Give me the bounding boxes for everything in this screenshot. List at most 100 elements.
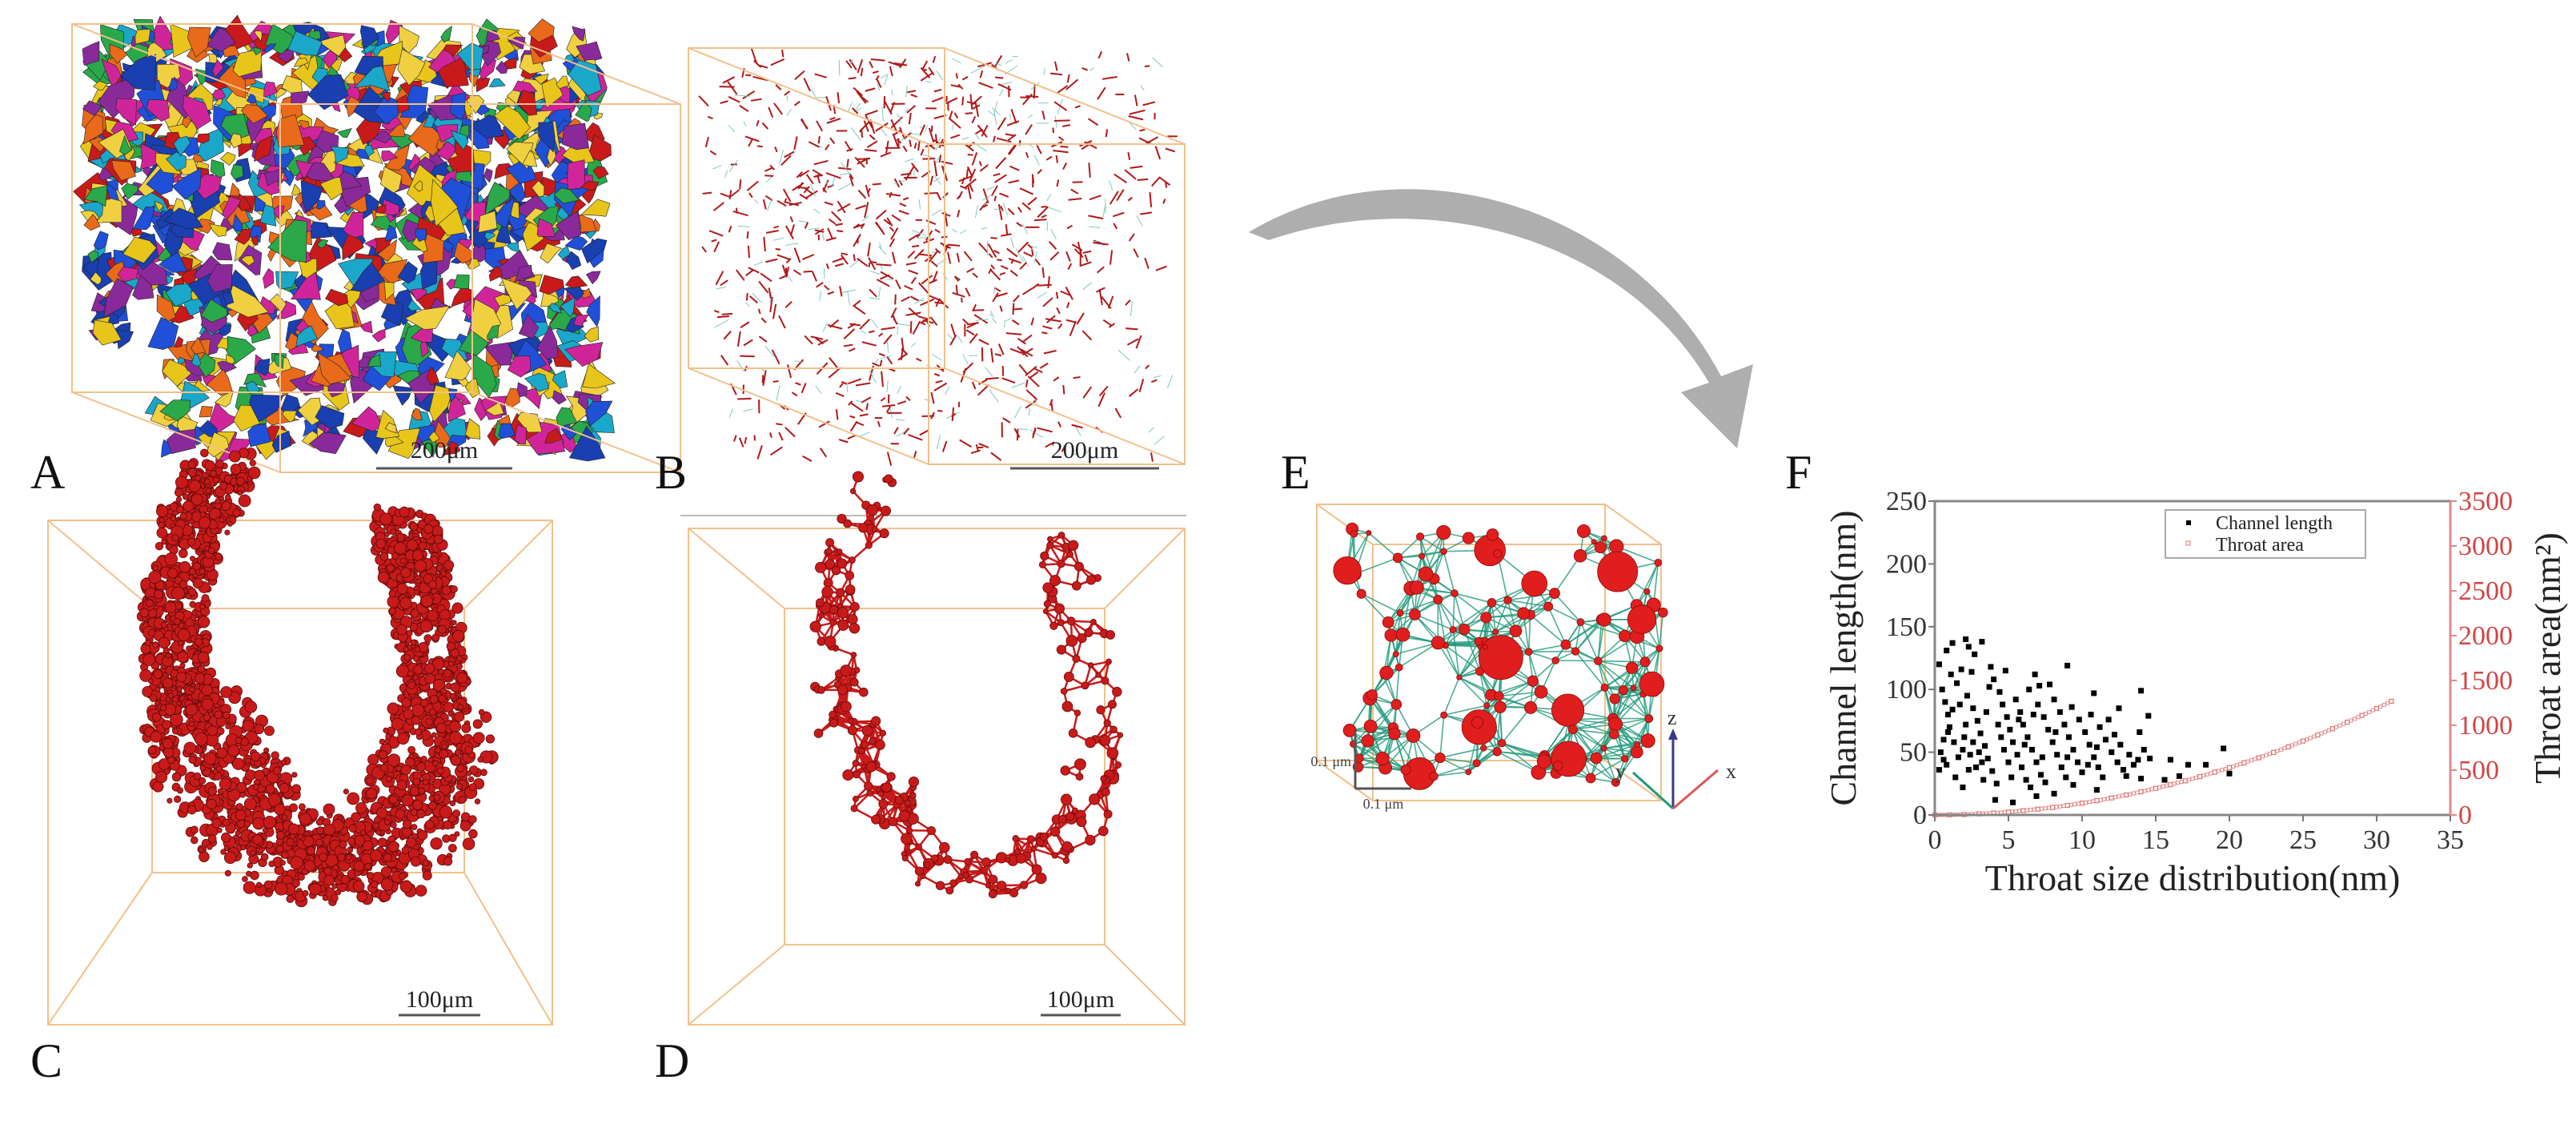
- skeleton-segment: [778, 315, 786, 329]
- skeleton-segment: [786, 95, 788, 102]
- pore-segment: [444, 350, 471, 381]
- skeleton-segment: [728, 95, 740, 103]
- skeleton-segment: [941, 160, 953, 165]
- skeleton-segment: [891, 89, 893, 96]
- skeleton-segment: [1145, 364, 1150, 370]
- skeleton-segment: [802, 254, 815, 260]
- skeleton-segment: [1066, 302, 1070, 309]
- skeleton-segment: [997, 259, 1002, 262]
- pore-segment: [169, 77, 179, 92]
- skeleton-segment: [989, 389, 999, 403]
- pore: [379, 738, 386, 745]
- pore: [468, 829, 478, 839]
- pore-segment: [117, 266, 138, 283]
- pore: [149, 694, 158, 702]
- pore: [215, 460, 224, 469]
- skeleton-segment: [861, 330, 866, 334]
- pore: [268, 861, 275, 868]
- pore: [410, 786, 420, 797]
- pore: [429, 708, 436, 716]
- pore: [211, 817, 222, 829]
- skeleton-segment: [771, 349, 780, 365]
- pore: [214, 552, 223, 561]
- pore: [478, 708, 485, 716]
- pore-segment: [210, 159, 226, 179]
- pore-segment: [375, 409, 400, 440]
- skeleton-segment: [750, 98, 762, 102]
- skeleton-segment: [1154, 146, 1162, 160]
- pore-segment: [552, 390, 567, 405]
- skeleton-segment: [1142, 101, 1156, 106]
- skeleton-segment: [978, 160, 982, 167]
- skeleton-segment: [817, 135, 821, 144]
- skeleton-segment: [969, 94, 973, 110]
- skeleton-segment: [728, 159, 738, 172]
- skeleton-segment: [1117, 349, 1130, 361]
- pore-segment: [523, 110, 553, 137]
- pore-segment: [564, 342, 604, 367]
- skeleton-segment: [965, 329, 975, 336]
- box-edge: [784, 608, 1105, 945]
- pore-segment: [488, 265, 503, 282]
- skeleton-segment: [827, 291, 835, 295]
- skeleton-segment: [1048, 241, 1057, 250]
- pore-segment: [206, 368, 233, 396]
- pore-segment: [222, 196, 242, 220]
- skeleton-segment: [1013, 406, 1022, 419]
- pore: [331, 883, 338, 889]
- skeleton-segment: [773, 225, 779, 229]
- pore: [366, 872, 375, 880]
- pore: [388, 607, 396, 616]
- pore: [240, 845, 247, 851]
- skeleton-segment: [1074, 105, 1081, 109]
- skeleton-segment: [913, 143, 917, 149]
- skeleton-segment: [1009, 165, 1020, 171]
- skeleton-segment: [1114, 407, 1122, 419]
- pore-segment: [399, 25, 420, 54]
- pore: [403, 653, 411, 661]
- pore: [403, 646, 409, 652]
- pore-segment: [196, 133, 210, 144]
- skeleton-segment: [935, 379, 943, 383]
- pore: [440, 688, 447, 695]
- pore-segment: [263, 268, 275, 289]
- pore: [189, 600, 196, 608]
- pore: [195, 638, 203, 647]
- pore: [401, 697, 411, 708]
- pore-segment: [538, 122, 556, 153]
- skeleton-segment: [936, 435, 941, 449]
- skeleton-segment: [713, 309, 720, 314]
- pore: [467, 776, 475, 783]
- skeleton-segment: [1105, 129, 1109, 138]
- pore: [380, 877, 394, 891]
- pore: [203, 713, 211, 721]
- pore: [223, 818, 231, 827]
- pore: [353, 860, 365, 872]
- skeleton-segment: [764, 175, 773, 177]
- pore-segment: [540, 243, 562, 264]
- pore: [244, 769, 256, 781]
- pore: [429, 695, 439, 704]
- bounding-box: [688, 47, 1186, 465]
- pore: [455, 783, 463, 790]
- pore: [239, 792, 246, 798]
- pore-segment: [318, 34, 347, 57]
- skeleton-segment: [949, 335, 957, 346]
- skeleton-segment: [962, 318, 969, 325]
- pore-segment: [342, 234, 364, 261]
- pore-segment: [90, 271, 102, 286]
- skeleton-segment: [919, 429, 929, 436]
- skeleton-segment: [772, 237, 784, 241]
- pore: [352, 880, 365, 893]
- skeleton-segment: [952, 124, 954, 130]
- pore: [367, 753, 379, 765]
- skeleton-segment: [990, 237, 997, 239]
- skeleton-segment: [1019, 187, 1034, 195]
- skeleton-segment: [1034, 258, 1041, 266]
- skeleton-segment: [1011, 319, 1020, 326]
- skeleton-segment: [784, 427, 796, 438]
- pore: [203, 752, 217, 765]
- pore: [154, 771, 168, 784]
- skeleton-segment: [855, 382, 871, 387]
- skeleton-segment: [929, 316, 938, 326]
